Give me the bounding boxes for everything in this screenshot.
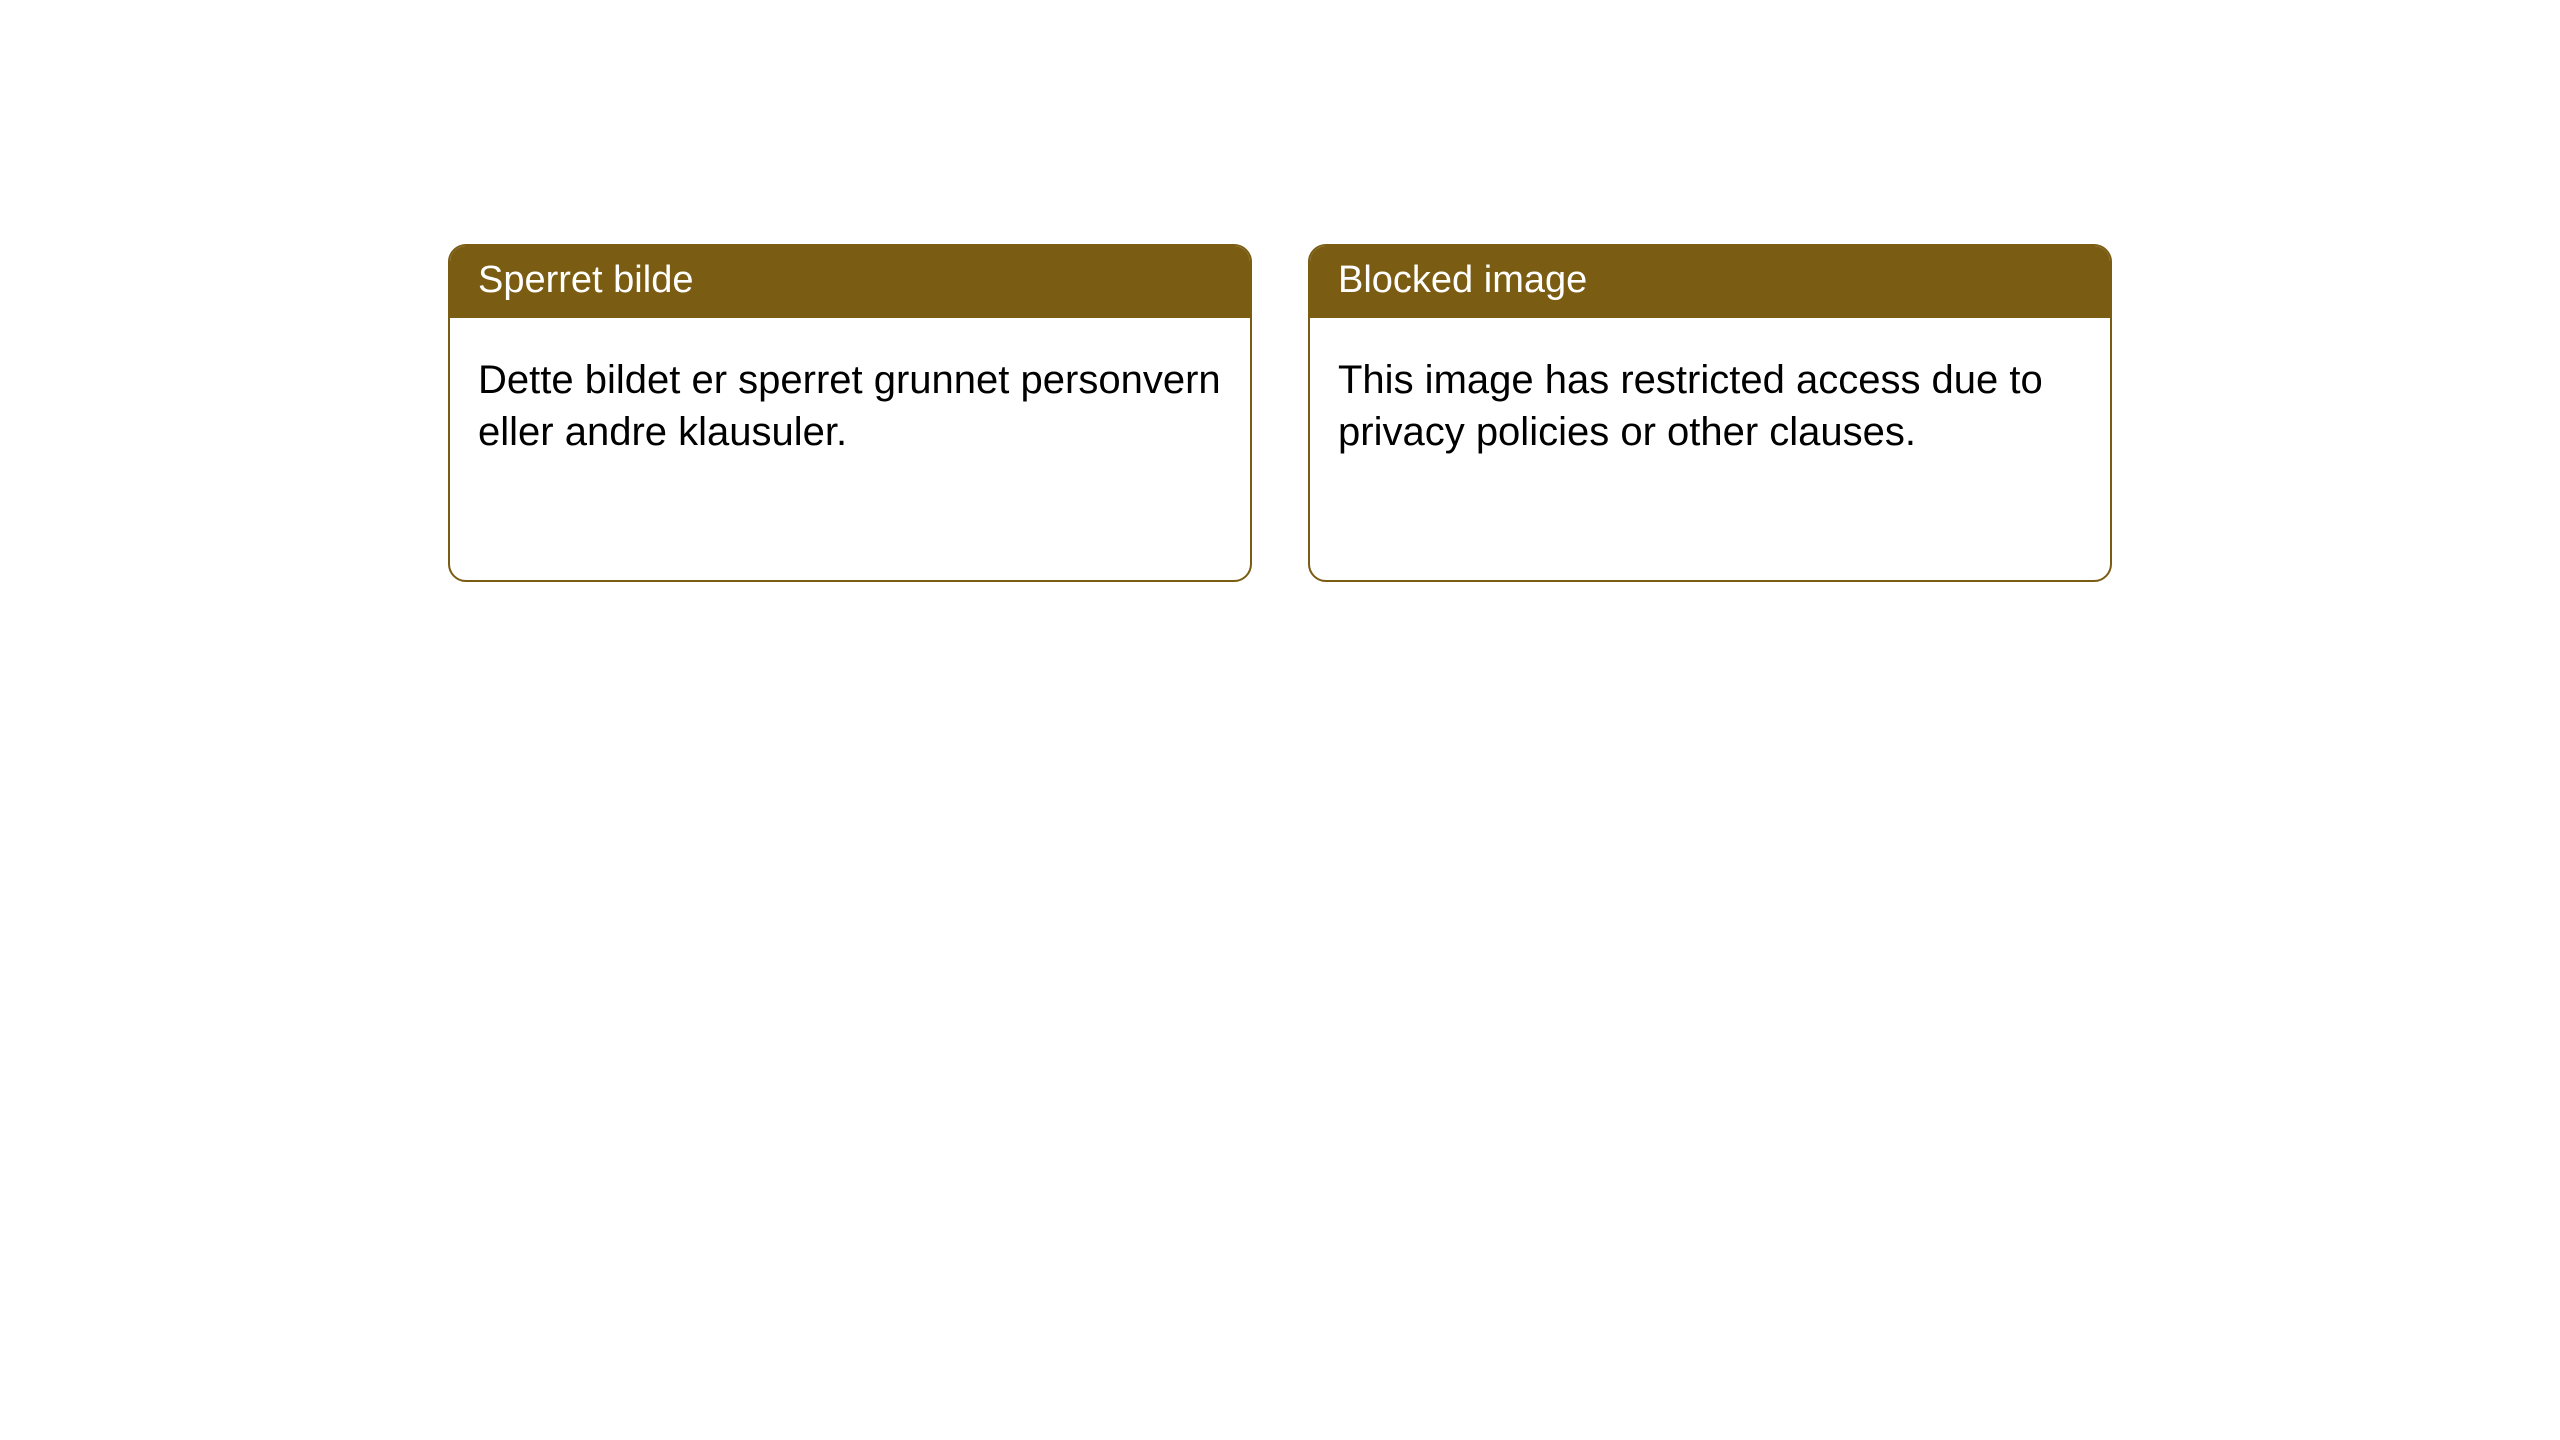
card-body-no: Dette bildet er sperret grunnet personve…: [450, 318, 1250, 486]
blocked-image-card-no: Sperret bilde Dette bildet er sperret gr…: [448, 244, 1252, 582]
blocked-image-card-en: Blocked image This image has restricted …: [1308, 244, 2112, 582]
card-body-en: This image has restricted access due to …: [1310, 318, 2110, 486]
card-title-en: Blocked image: [1310, 246, 2110, 318]
notice-container: Sperret bilde Dette bildet er sperret gr…: [0, 0, 2560, 582]
card-title-no: Sperret bilde: [450, 246, 1250, 318]
